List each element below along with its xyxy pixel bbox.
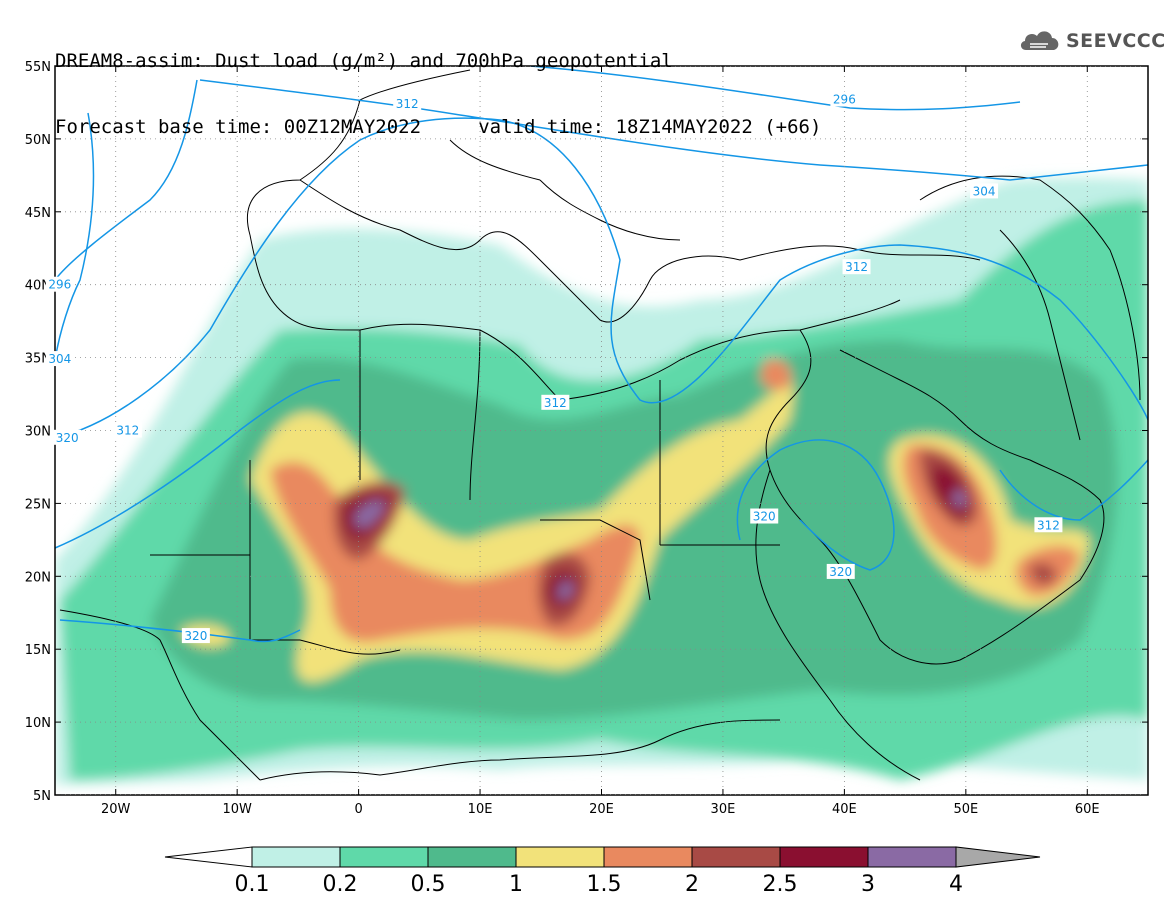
contour-label-bg [970,183,999,199]
colorbar-label: 0.2 [323,872,358,897]
colorbar-label: 0.1 [235,872,270,897]
logo-text: SEEVCCC [1066,30,1165,52]
title-line-1: DREAM8-assim: Dust load (g/m²) and 700hP… [55,50,673,72]
colorbar-segment [867,846,957,868]
contour-label: 320 [753,510,776,524]
contour-label: 304 [973,184,996,198]
colorbar-label: 4 [949,872,963,897]
colorbar-segment [339,846,429,868]
contour-label: 312 [544,396,567,410]
seevccc-logo: SEEVCCC [1018,26,1165,56]
lat-tick-label: 45N [25,206,51,221]
colorbar-segment [515,846,605,868]
colorbar-label: 0.5 [411,872,446,897]
lon-tick-label: 40E [832,802,857,817]
contour-label: 320 [829,565,852,579]
cloud-icon [1020,31,1059,50]
colorbar-segment [603,846,693,868]
contour-label-bg [830,91,859,107]
contour-label: 312 [116,424,139,438]
colorbar-label: 1.5 [587,872,622,897]
lon-tick-label: 60E [1075,802,1100,817]
longitude-axis: 20W 10W 0 10E 20E 30E 40E 50E 60E [101,66,1100,817]
colorbar-label: 2 [685,872,699,897]
lon-tick-label: 0 [354,802,362,817]
contour-label: 296 [48,278,71,292]
lat-tick-label: 15N [25,643,51,658]
colorbar-segment [691,846,781,868]
contour-label: 312 [845,260,868,274]
contour-label-bg [53,429,82,445]
lat-tick-label: 10N [25,716,51,731]
contour-label: 312 [1037,518,1060,532]
lat-tick-label: 20N [25,570,51,585]
colorbar-segment [779,846,869,868]
contour-label-bg [541,394,570,410]
colorbar-under-triangle [164,846,253,868]
contour-label: 312 [396,97,419,111]
lon-tick-label: 10E [468,802,493,817]
contour-label-bg [393,95,422,111]
lat-tick-label: 5N [33,789,51,804]
grid-lines [55,66,1148,795]
contour-label-bg [113,422,142,438]
lat-tick-label: 40N [25,279,51,294]
contour-label-bg [181,628,210,644]
map-title: DREAM8-assim: Dust load (g/m²) and 700hP… [55,6,821,160]
colorbar-over-triangle [955,846,1041,868]
latitude-axis: 55N 50N 45N 40N 35N 30N 25N 20N 15N 10N 5N [25,60,1148,804]
contour-label: 320 [56,431,79,445]
contour-label-bg [45,351,74,367]
lat-tick-label: 25N [25,497,51,512]
lon-tick-label: 20W [101,802,131,817]
lon-tick-label: 50E [953,802,978,817]
colorbar-label: 1 [509,872,523,897]
lat-tick-label: 35N [25,352,51,367]
contour-label-bg [1034,517,1063,533]
contour-label-bg [826,563,855,579]
contour-label: 304 [48,352,71,366]
lat-tick-label: 30N [25,425,51,440]
colorbar-label: 3 [861,872,875,897]
lat-tick-label: 55N [25,60,51,75]
contour-label: 296 [833,93,856,107]
map-panel [55,66,1148,795]
lon-tick-label: 30E [711,802,736,817]
contour-label-bg [45,276,74,292]
dust-level-3 [353,500,386,529]
contour-label-bg [842,259,871,275]
lon-tick-label: 20E [589,802,614,817]
lat-tick-label: 50N [25,133,51,148]
title-line-2: Forecast base time: 00Z12MAY2022 valid t… [55,116,822,138]
colorbar-label: 2.5 [763,872,798,897]
colorbar-segment [251,846,341,868]
lon-tick-label: 10W [222,802,252,817]
contour-label-bg [750,508,779,524]
colorbar: 0.1 0.2 0.5 1 1.5 2 2.5 3 4 [164,846,1041,897]
geopotential-contours [55,66,1148,643]
contour-labels: 312 312 296 304 312 312 320 320 320 312 320 296 304 [45,91,1063,644]
colorbar-segment [427,846,517,868]
contour-label: 320 [184,629,207,643]
